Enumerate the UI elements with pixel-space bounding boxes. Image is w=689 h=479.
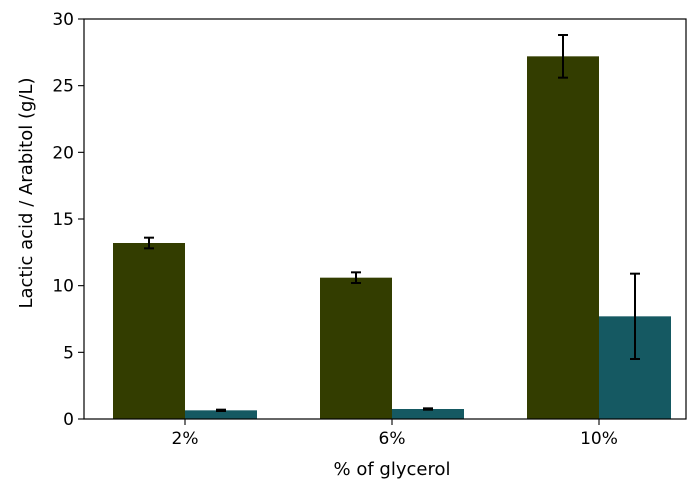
error-bar-1-1 (351, 271, 361, 284)
error-bar-2-0 (216, 408, 226, 412)
y-tick-label: 15 (52, 210, 74, 230)
x-tick-label: 10% (580, 429, 618, 449)
plot-area (83, 18, 687, 420)
y-tick-label: 0 (63, 410, 74, 430)
bar-2-1 (392, 409, 464, 419)
y-tick-label: 5 (63, 343, 74, 363)
error-bar-1-2 (558, 34, 568, 79)
bar-1-1 (320, 277, 392, 419)
error-bar-2-1 (423, 407, 433, 411)
y-tick-label: 30 (52, 10, 74, 30)
error-bar-1-0 (144, 236, 154, 250)
x-tick-label: 2% (172, 429, 199, 449)
bar-1-0 (113, 243, 185, 419)
x-axis: 2% 6% 10% (172, 419, 618, 449)
y-axis-label: Lactic acid / Arabitol (g/L) (16, 77, 37, 308)
x-axis-label: % of glycerol (334, 459, 451, 479)
y-tick-label: 25 (52, 77, 74, 97)
x-tick-label: 6% (379, 429, 406, 449)
y-tick-label: 10 (52, 277, 74, 297)
y-tick-label: 20 (52, 143, 74, 163)
error-bar-2-2 (630, 272, 640, 360)
bar-2-0 (185, 410, 257, 419)
bar-1-2 (527, 56, 599, 419)
y-axis: 0 5 10 15 20 25 30 (52, 10, 84, 430)
